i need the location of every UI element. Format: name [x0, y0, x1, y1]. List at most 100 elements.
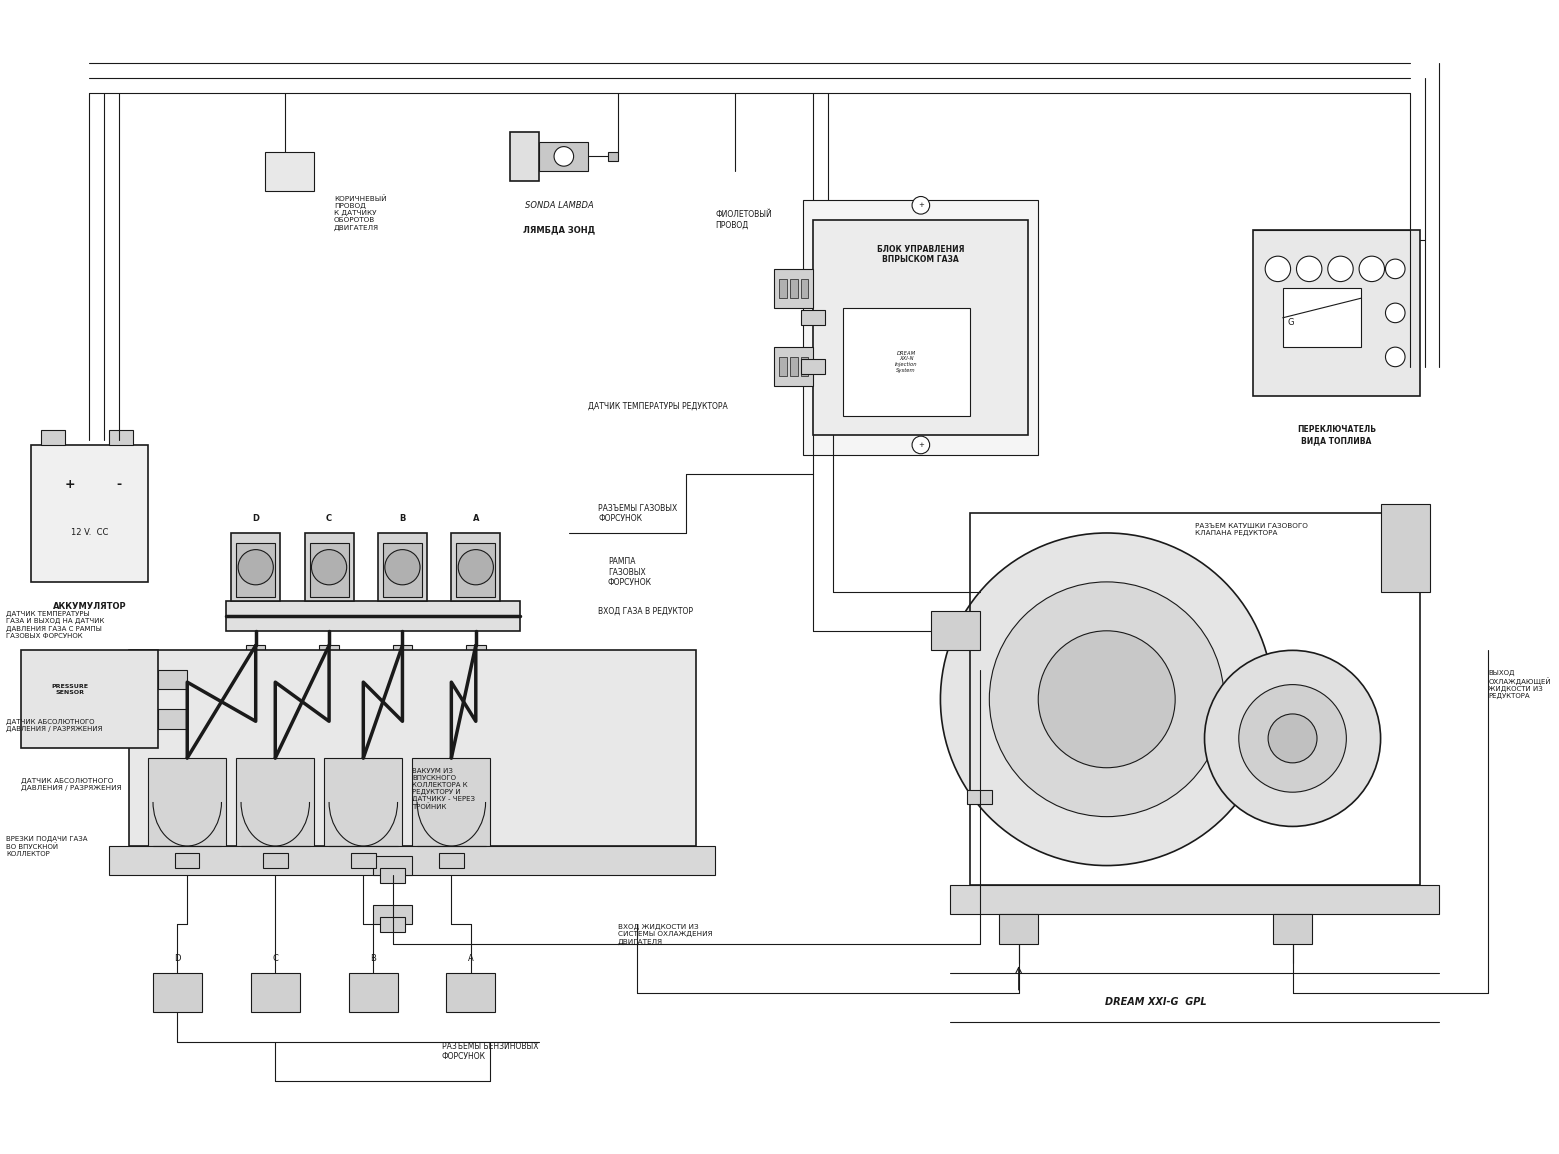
Bar [780, 357, 787, 376]
Bar [351, 853, 376, 868]
Bar [440, 853, 463, 868]
Text: +: + [918, 202, 924, 209]
Bar [775, 269, 814, 308]
Bar [780, 278, 787, 298]
Bar [801, 359, 825, 374]
Bar [349, 973, 398, 1012]
Text: ВХОД ГАЗА В РЕДУКТОР: ВХОД ГАЗА В РЕДУКТОР [599, 607, 694, 616]
Bar [246, 645, 265, 660]
Bar [310, 542, 349, 597]
Bar [970, 514, 1420, 885]
Bar [153, 973, 203, 1012]
Bar [446, 973, 496, 1012]
Bar [452, 533, 500, 601]
Text: ПЕРЕКЛЮЧАТЕЛЬ
ВИДА ТОПЛИВА: ПЕРЕКЛЮЧАТЕЛЬ ВИДА ТОПЛИВА [1297, 426, 1377, 444]
Bar [457, 542, 496, 597]
Text: A: A [472, 514, 479, 523]
Text: ЛЯМБДА ЗОНД: ЛЯМБДА ЗОНД [522, 225, 596, 234]
Bar [466, 645, 485, 660]
Circle shape [912, 196, 929, 215]
Text: 12 V.  CC: 12 V. CC [70, 529, 108, 538]
Bar [373, 856, 412, 876]
Circle shape [312, 549, 346, 585]
Bar [226, 601, 519, 631]
Text: D: D [253, 514, 259, 523]
Bar [235, 542, 276, 597]
Bar [931, 612, 979, 651]
Bar [1253, 230, 1420, 396]
Bar [800, 357, 809, 376]
Bar [384, 542, 422, 597]
Circle shape [1038, 631, 1175, 767]
Text: PRESSURE
SENSOR: PRESSURE SENSOR [51, 684, 89, 695]
Bar [790, 278, 798, 298]
Text: DREAM
XXI-N
Injection
System: DREAM XXI-N Injection System [895, 351, 918, 373]
Bar [608, 151, 617, 162]
Bar [235, 758, 315, 846]
Circle shape [1386, 260, 1405, 278]
Text: ВАКУУМ ИЗ
ВПУСКНОГО
КОЛЛЕКТОРА К
РЕДУКТОРУ И
ДАТЧИКУ - ЧЕРЕЗ
ТРОЙНИК: ВАКУУМ ИЗ ВПУСКНОГО КОЛЛЕКТОРА К РЕДУКТО… [412, 767, 475, 810]
Bar [20, 651, 157, 748]
Bar [175, 853, 200, 868]
Text: КОРИЧНЕВЫЙ
ПРОВОД
К ДАТЧИКУ
ОБОРОТОВ
ДВИГАТЕЛЯ: КОРИЧНЕВЫЙ ПРОВОД К ДАТЧИКУ ОБОРОТОВ ДВИ… [334, 195, 387, 231]
Bar [1381, 503, 1430, 592]
Circle shape [912, 436, 929, 454]
Bar [842, 308, 970, 415]
Text: ФИОЛЕТОВЫЙ
ПРОВОД: ФИОЛЕТОВЫЙ ПРОВОД [716, 210, 772, 230]
Bar [148, 758, 226, 846]
Circle shape [1328, 256, 1353, 282]
Circle shape [1239, 684, 1347, 792]
Text: C: C [326, 514, 332, 523]
Text: АККУМУЛЯТОР: АККУМУЛЯТОР [53, 602, 126, 610]
Bar [800, 278, 809, 298]
Circle shape [1359, 256, 1384, 282]
Text: SONDA LAMBDA: SONDA LAMBDA [524, 201, 594, 210]
Bar [949, 885, 1439, 914]
Text: ДАТЧИК АБСОЛЮТНОГО
ДАВЛЕНИЯ / РАЗРЯЖЕНИЯ: ДАТЧИК АБСОЛЮТНОГО ДАВЛЕНИЯ / РАЗРЯЖЕНИЯ [20, 778, 122, 790]
Text: D: D [175, 954, 181, 962]
Text: B: B [399, 514, 405, 523]
Bar [380, 868, 405, 883]
Circle shape [990, 582, 1224, 817]
Bar [109, 430, 134, 445]
Text: +: + [918, 442, 924, 448]
Text: ДАТЧИК ТЕМПЕРАТУРЫ РЕДУКТОРА: ДАТЧИК ТЕМПЕРАТУРЫ РЕДУКТОРА [588, 402, 728, 411]
Bar [790, 357, 798, 376]
Circle shape [553, 147, 574, 166]
Text: РАЗЪЕМЫ БЕНЗИНОВЫХ
ФОРСУНОК: РАЗЪЕМЫ БЕНЗИНОВЫХ ФОРСУНОК [441, 1042, 538, 1062]
Bar [263, 853, 287, 868]
Text: B: B [369, 954, 376, 962]
Bar [324, 758, 402, 846]
Text: -: - [117, 478, 122, 490]
Bar [510, 132, 539, 181]
Bar [251, 973, 299, 1012]
Text: БЛОК УПРАВЛЕНИЯ
ВПРЫСКОМ ГАЗА: БЛОК УПРАВЛЕНИЯ ВПРЫСКОМ ГАЗА [878, 245, 965, 264]
Text: ВЫХОД
ОХЛАЖДАЮЩЕЙ
ЖИДКОСТИ ИЗ
РЕДУКТОРА: ВЫХОД ОХЛАЖДАЮЩЕЙ ЖИДКОСТИ ИЗ РЕДУКТОРА [1489, 670, 1551, 699]
Bar [31, 445, 148, 582]
Text: +: + [64, 478, 75, 490]
Bar [967, 789, 992, 804]
Circle shape [1267, 714, 1317, 763]
Bar [320, 645, 338, 660]
Circle shape [458, 549, 493, 585]
Text: РАЗЪЕМ КАТУШКИ ГАЗОВОГО
КЛАПАНА РЕДУКТОРА: РАЗЪЕМ КАТУШКИ ГАЗОВОГО КЛАПАНА РЕДУКТОР… [1194, 523, 1308, 537]
Text: G: G [1288, 319, 1294, 328]
Bar [265, 151, 315, 190]
Text: РАЗЪЕМЫ ГАЗОВЫХ
ФОРСУНОК: РАЗЪЕМЫ ГАЗОВЫХ ФОРСУНОК [599, 503, 677, 523]
Bar [380, 917, 405, 931]
Circle shape [1297, 256, 1322, 282]
Circle shape [940, 533, 1274, 866]
Text: A: A [468, 954, 474, 962]
Circle shape [1205, 651, 1381, 826]
Bar [393, 645, 412, 660]
Circle shape [385, 549, 419, 585]
Bar [999, 914, 1038, 944]
Text: ДАТЧИК ТЕМПЕРАТУРЫ
ГАЗА И ВЫХОД НА ДАТЧИК
ДАВЛЕНИЯ ГАЗА С РАМПЫ
ГАЗОВЫХ ФОРСУНОК: ДАТЧИК ТЕМПЕРАТУРЫ ГАЗА И ВЫХОД НА ДАТЧИ… [6, 612, 104, 638]
Bar [41, 430, 65, 445]
Bar [539, 142, 588, 171]
Bar [231, 533, 281, 601]
Circle shape [239, 549, 273, 585]
Text: DREAM XXI-G  GPL: DREAM XXI-G GPL [1105, 997, 1207, 1007]
Bar [304, 533, 354, 601]
Text: РАМПА
ГАЗОВЫХ
ФОРСУНОК: РАМПА ГАЗОВЫХ ФОРСУНОК [608, 557, 652, 587]
